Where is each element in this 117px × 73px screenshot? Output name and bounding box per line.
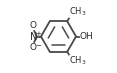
- Text: CH$_3$: CH$_3$: [69, 55, 87, 67]
- Text: O: O: [30, 21, 37, 30]
- Text: CH$_3$: CH$_3$: [69, 6, 87, 18]
- Text: O: O: [30, 43, 37, 52]
- Text: −: −: [35, 43, 41, 49]
- Text: OH: OH: [79, 32, 93, 41]
- Text: N: N: [30, 32, 37, 41]
- Text: +: +: [35, 31, 41, 37]
